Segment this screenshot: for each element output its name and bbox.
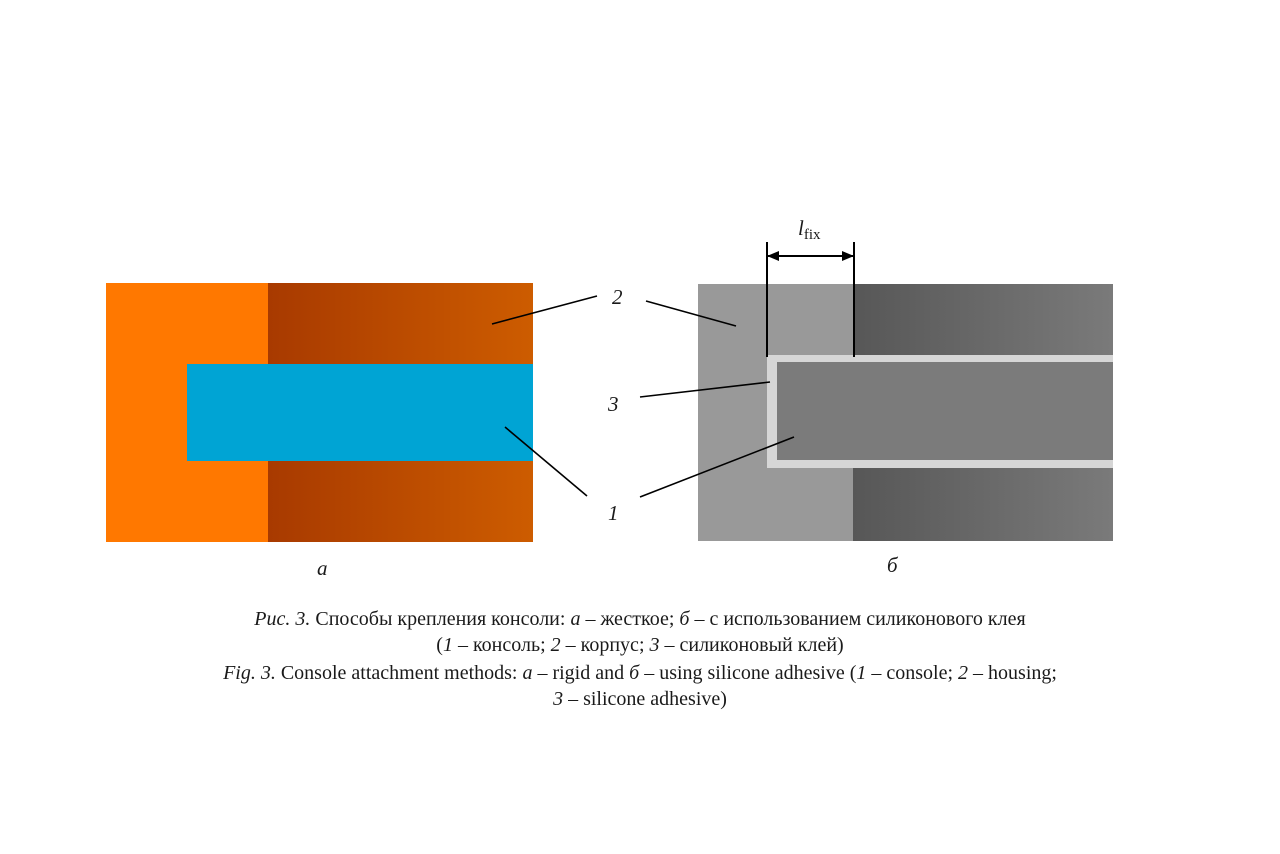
panel-a [106,283,533,542]
callout-2: 2 [612,285,623,309]
console-b [777,362,1113,460]
caption-russian: Рис. 3. Способы крепления консоли: а – ж… [100,606,1180,658]
leader-lines [491,295,795,498]
callout-1: 1 [608,501,619,525]
caption-russian-line-2: (1 – консоль; 2 – корпус; 3 – силиконовы… [436,634,844,656]
leader-2-b [645,300,737,327]
callout-3: 3 [607,392,619,416]
caption-english: Fig. 3. Console attachment methods: a – … [100,660,1180,712]
leader-3-b [639,381,771,398]
dimension-label: lfix [798,216,821,243]
console-a [187,364,533,461]
leader-1-b [639,436,795,498]
caption-english-fig-ref: Fig. 3. [223,662,276,684]
caption-english-line-2: 3 – silicone adhesive) [553,688,727,710]
caption-russian-line-1: Рис. 3. Способы крепления консоли: а – ж… [254,608,1026,630]
caption-russian-fig-ref: Рис. 3. [254,608,311,630]
dimension-subscript: fix [804,227,821,243]
caption-english-line-1: Fig. 3. Console attachment methods: a – … [223,662,1057,684]
leader-2-a [491,295,598,325]
dimension-lfix [766,242,855,357]
panel-b-label: б [887,553,899,577]
panel-b [698,284,1113,541]
leader-1-a [504,426,588,497]
panel-a-label: а [317,556,328,580]
